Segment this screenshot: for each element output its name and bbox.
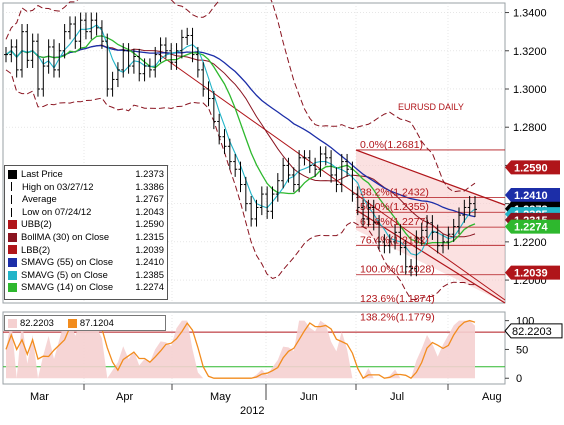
osc-legend-swatch	[67, 318, 77, 328]
legend-swatch	[8, 232, 17, 242]
legend-value: 1.2373	[135, 168, 164, 179]
legend-swatch	[8, 245, 17, 255]
legend-swatch	[11, 182, 17, 192]
price-tags: 1.25901.24101.23731.23851.23151.22741.20…	[505, 160, 560, 280]
legend-value: 1.2315	[135, 230, 164, 242]
legend-swatch	[11, 194, 17, 204]
price-tag-label: 1.2274	[514, 222, 549, 234]
price-tag-label: 1.2039	[514, 268, 548, 280]
legend-label: SMAVG (5) on Close	[21, 268, 108, 280]
x-tick-label: Apr	[116, 391, 133, 403]
legend-row: SMAVG (5) on Close 1.2385	[8, 269, 164, 282]
y-tick-label: 1.2200	[513, 237, 547, 249]
x-tick-label: May	[210, 391, 231, 403]
legend-swatch	[8, 283, 17, 293]
legend-row: LBB(2) 1.2039	[8, 244, 164, 257]
legend-value: 1.2039	[135, 243, 164, 255]
legend-row: SMAVG (14) on Close 1.2274	[8, 281, 164, 294]
fib-label: 50.0%(1.2355)	[360, 201, 429, 213]
legend-row: SMAVG (55) on Close 1.2410	[8, 256, 164, 269]
y-tick-label: 1.3000	[513, 84, 547, 96]
stochastic-k-area	[6, 320, 475, 379]
legend-value: 1.2590	[135, 218, 164, 230]
osc-tick-label: 50	[516, 344, 528, 356]
y-tick-label: 1.2800	[513, 122, 547, 134]
time-axis: Mar Apr May Jun Jul Aug	[30, 384, 502, 403]
x-tick-label: Jun	[300, 391, 318, 403]
legend-label: LBB(2)	[21, 243, 51, 255]
fib-label: 138.2%(1.1779)	[360, 311, 435, 323]
trend-channel-shade	[159, 54, 506, 304]
osc-legend-item: 87.1204	[67, 316, 114, 330]
legend-value: 1.2385	[135, 268, 164, 280]
legend-label: SMAVG (55) on Close	[21, 256, 114, 268]
channel-upper-line	[355, 149, 506, 206]
legend-label: SMAVG (14) on Close	[21, 281, 114, 293]
channel-fill	[356, 150, 505, 303]
x-tick-label: Mar	[30, 391, 49, 403]
y-tick-label: 1.3400	[513, 8, 547, 20]
fib-label: 123.6%(1.1874)	[360, 293, 435, 305]
legend-row: UBB(2) 1.2590	[8, 218, 164, 231]
osc-tick-label: 0	[516, 373, 522, 385]
legend-row: High on 03/27/12 1.3386	[8, 181, 164, 194]
legend-value: 1.2043	[135, 205, 164, 217]
osc-legend-value: 82.2203	[20, 317, 54, 328]
osc-tag-label: 82.2203	[512, 326, 552, 338]
x-tick-label: Jul	[390, 391, 404, 403]
year-label: 2012	[240, 405, 264, 417]
legend-value: 1.3386	[135, 180, 164, 192]
legend-label: BollMA (30) on Close	[21, 230, 110, 242]
legend-value: 1.2410	[135, 256, 164, 268]
osc-legend-swatch	[8, 318, 17, 328]
osc-legend-value: 87.1204	[79, 317, 114, 328]
fib-label: 38.2%(1.2432)	[360, 187, 429, 199]
fib-label: 61.8%(1.2277)	[360, 216, 429, 228]
price-tag-label: 1.2410	[514, 190, 548, 202]
legend-label: UBB(2)	[21, 218, 52, 230]
legend-swatch	[8, 270, 17, 280]
legend-row: BollMA (30) on Close 1.2315	[8, 231, 164, 244]
legend-label: Average	[22, 193, 57, 205]
price-tag-label: 1.2590	[514, 162, 548, 174]
price-tag	[505, 160, 560, 175]
fib-label: 0.0%(1.2681)	[360, 139, 423, 151]
y-tick-label: 1.3200	[513, 46, 547, 58]
legend-row: Average 1.2767	[8, 193, 164, 206]
x-tick-label: Aug	[482, 391, 502, 403]
legend-label: Low on 07/24/12	[22, 205, 92, 217]
osc-legend-item: 82.2203	[8, 316, 54, 330]
legend-swatch	[8, 220, 17, 230]
legend-row: Last Price 1.2373	[8, 168, 164, 181]
sma-14-line	[5, 35, 476, 245]
legend-row: Low on 07/24/12 1.2043	[8, 206, 164, 219]
fib-label: 76.4%(1.2182)	[360, 234, 429, 246]
legend-label: Last Price	[21, 168, 63, 179]
legend-swatch	[8, 257, 17, 267]
fib-label: 100.0%(1.2028)	[360, 264, 435, 276]
legend-box: Last Price 1.2373 High on 03/27/12 1.3386 Av…	[4, 165, 168, 300]
price-tag	[505, 188, 560, 203]
price-candles	[4, 12, 477, 277]
price-tag	[505, 219, 560, 234]
oscillator-legend: 82.2203 87.1204	[4, 315, 166, 331]
legend-value: 1.2767	[135, 193, 164, 205]
osc-tag	[504, 323, 563, 339]
price-axis: 1.34001.32001.30001.28001.26001.24001.22…	[505, 8, 547, 287]
price-tag	[505, 265, 560, 280]
legend-swatch	[11, 207, 17, 217]
legend-swatch	[8, 169, 17, 179]
legend-label: High on 03/27/12	[22, 180, 94, 192]
legend-value: 1.2274	[135, 281, 164, 293]
sma-55-line	[5, 44, 476, 218]
trend-line	[159, 54, 506, 301]
chart-title: EURUSD DAILY	[398, 102, 464, 112]
